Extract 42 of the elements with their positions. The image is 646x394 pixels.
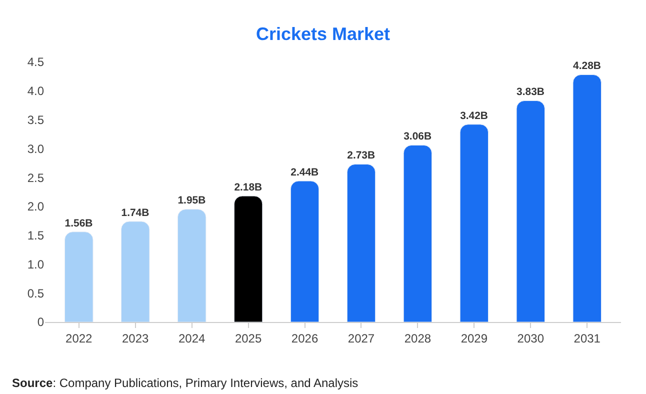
bar xyxy=(572,74,602,322)
x-tick-label: 2022 xyxy=(66,331,93,346)
data-label: 1.74B xyxy=(121,208,150,219)
source-note: Source: Company Publications, Primary Interviews, and Analysis xyxy=(12,376,358,390)
y-tick-label: 2.0 xyxy=(27,200,44,214)
bar xyxy=(403,144,432,322)
y-tick-label: 2.5 xyxy=(27,170,44,185)
y-tick-label: 4.0 xyxy=(27,84,44,98)
y-tick-label: 3.0 xyxy=(27,142,44,156)
x-tick-label: 2031 xyxy=(574,331,601,346)
x-tick-label: 2029 xyxy=(460,331,488,346)
chart-title: Crickets Market xyxy=(256,24,390,44)
x-tick-label: 2023 xyxy=(122,331,150,346)
data-label: 2.73B xyxy=(347,150,376,162)
data-label: 3.42B xyxy=(460,110,488,122)
x-tick-label: 2024 xyxy=(178,331,206,346)
y-tick-label: 1.5 xyxy=(27,228,44,243)
bar xyxy=(460,124,489,322)
x-tick-label: 2030 xyxy=(517,331,544,346)
bar xyxy=(120,221,150,322)
y-tick-label: 3.5 xyxy=(27,112,44,127)
bar xyxy=(346,164,376,322)
bar xyxy=(64,232,94,322)
y-tick-label: 1.0 xyxy=(27,257,44,272)
data-label: 1.95B xyxy=(178,196,206,207)
x-tick-label: 2027 xyxy=(348,331,375,346)
x-tick-label: 2025 xyxy=(234,331,262,346)
x-tick-label: 2026 xyxy=(291,331,318,346)
bar xyxy=(516,100,546,322)
data-label: 1.56B xyxy=(64,218,94,230)
data-label: 4.28B xyxy=(573,61,602,72)
bar xyxy=(177,209,206,322)
data-label: 3.83B xyxy=(516,87,545,98)
x-tick-label: 2028 xyxy=(404,331,432,346)
data-label: 2.18B xyxy=(234,182,263,194)
data-label: 2.44B xyxy=(290,167,320,178)
bar xyxy=(234,196,263,322)
y-tick-label: 0 xyxy=(37,315,44,330)
bar xyxy=(290,180,320,322)
data-label: 3.06B xyxy=(404,132,432,143)
y-tick-label: 4.5 xyxy=(27,55,44,70)
y-tick-label: 0.5 xyxy=(27,286,44,300)
